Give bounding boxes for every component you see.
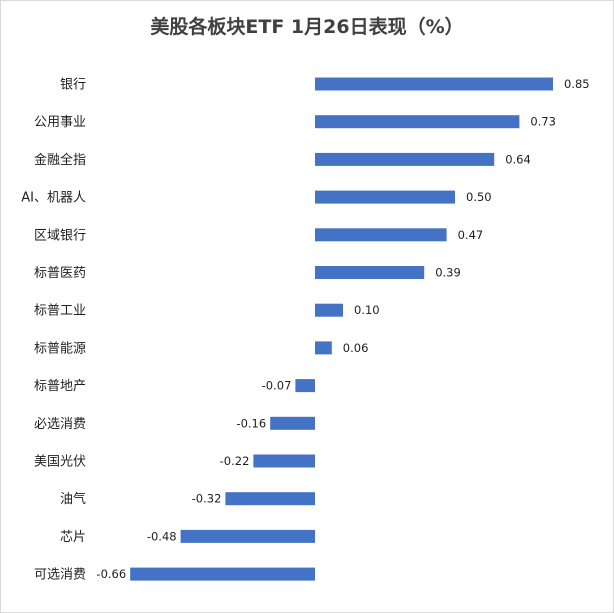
bar-11 (253, 454, 315, 468)
category-label-9: 标普地产 (34, 379, 86, 394)
category-label-13: 芯片 (60, 530, 86, 545)
value-label-6: 0.39 (435, 266, 461, 280)
value-label-11: -0.22 (220, 454, 250, 468)
category-label-5: 区域银行 (34, 228, 86, 243)
value-label-8: 0.06 (343, 341, 369, 355)
value-label-13: -0.48 (147, 529, 177, 543)
value-label-9: -0.07 (262, 379, 292, 393)
category-label-7: 标普工业 (34, 304, 86, 319)
bar-10 (270, 416, 315, 430)
bar-5 (315, 228, 447, 242)
category-label-6: 标普医药 (34, 266, 86, 281)
value-label-5: 0.47 (458, 228, 484, 242)
category-label-1: 银行 (60, 78, 86, 93)
value-label-1: 0.85 (564, 77, 590, 91)
bar-8 (315, 341, 332, 355)
value-label-2: 0.73 (530, 115, 556, 129)
bar-4 (315, 190, 455, 204)
bar-14 (130, 567, 315, 581)
category-label-8: 标普能源 (34, 341, 86, 356)
category-label-2: 公用事业 (34, 115, 86, 130)
value-label-12: -0.32 (192, 492, 222, 506)
value-label-3: 0.64 (505, 152, 531, 166)
category-label-11: 美国光伏 (34, 455, 86, 470)
bar-6 (315, 266, 425, 279)
category-label-14: 可选消费 (34, 568, 86, 583)
category-label-10: 必选消费 (34, 417, 86, 432)
category-label-12: 油气 (60, 491, 86, 507)
category-label-4: AI、机器人 (21, 191, 86, 206)
bar-7 (315, 303, 343, 317)
bar-13 (180, 529, 315, 543)
bar-2 (315, 115, 520, 129)
bar-3 (315, 152, 495, 166)
bar-12 (225, 492, 315, 506)
bar-9 (295, 379, 315, 393)
bar-1 (315, 77, 553, 91)
chart-title: 美股各板块ETF 1月26日表现（%） (150, 16, 464, 38)
value-label-14: -0.66 (96, 567, 126, 581)
value-label-10: -0.16 (236, 416, 266, 430)
value-label-4: 0.50 (466, 190, 492, 204)
value-label-7: 0.10 (354, 303, 380, 317)
category-label-3: 金融全指 (34, 152, 86, 168)
